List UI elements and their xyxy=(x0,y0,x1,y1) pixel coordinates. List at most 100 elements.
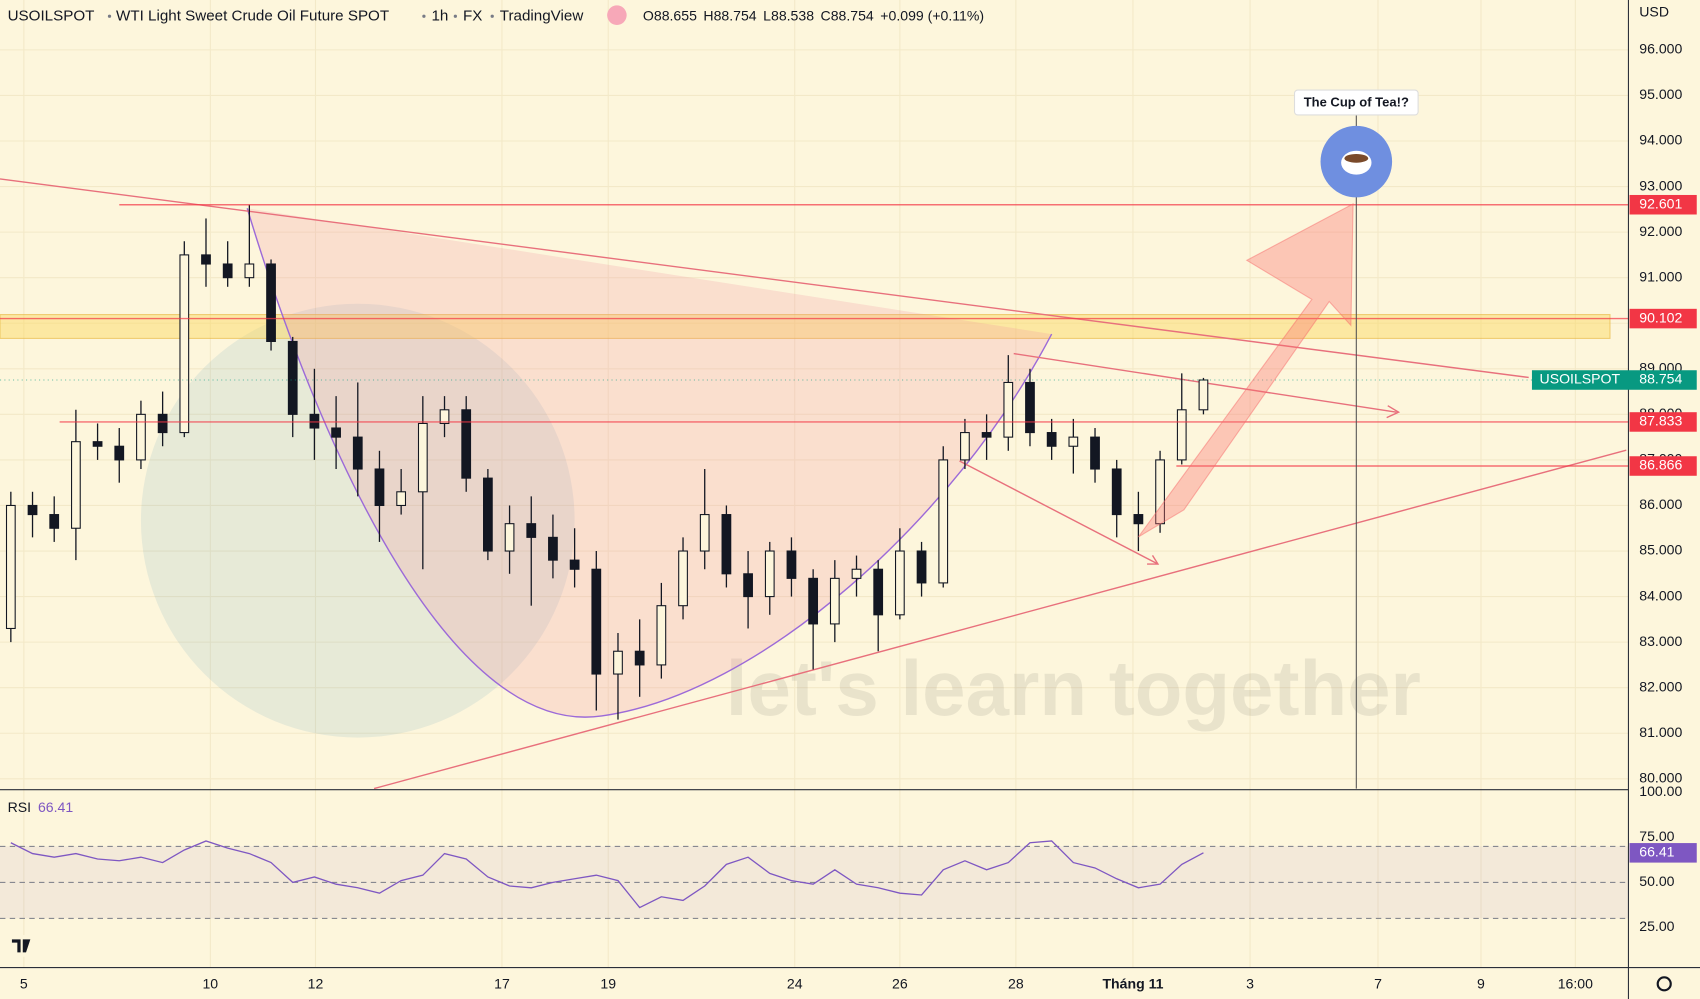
candle-body xyxy=(808,577,819,625)
ohlc-value: 88.754 xyxy=(714,7,757,23)
interval: 1h xyxy=(432,7,449,24)
candle-body xyxy=(1176,409,1187,461)
trendline xyxy=(959,460,1159,565)
cup-curve xyxy=(246,208,1053,718)
exchange: FX xyxy=(463,7,482,24)
ohlc-label: L xyxy=(763,7,771,23)
separator xyxy=(422,14,426,18)
separator xyxy=(107,14,112,18)
marks xyxy=(0,204,1629,919)
candle-body xyxy=(504,523,515,552)
candle-body xyxy=(981,432,992,438)
last-symbol: USOILSPOT xyxy=(1540,371,1621,387)
candle-body xyxy=(287,340,298,415)
settings-icon[interactable] xyxy=(1656,976,1672,992)
ohlc-label: C xyxy=(821,7,831,23)
candle-body xyxy=(1046,432,1057,447)
rsi-tick-label: 50.00 xyxy=(1639,873,1674,889)
arrow-head xyxy=(1386,405,1401,419)
arrow-head xyxy=(1147,554,1160,565)
y-tick-label: 96.000 xyxy=(1639,41,1682,57)
candle-body xyxy=(396,491,407,507)
candle-body xyxy=(439,409,450,425)
last-price-box xyxy=(1531,370,1697,390)
x-tick-label: 12 xyxy=(308,976,324,992)
x-tick-label: Tháng 11 xyxy=(1102,976,1163,992)
price-axis xyxy=(1628,0,1700,999)
level-label-box xyxy=(1629,456,1697,476)
x-tick-label: 5 xyxy=(20,976,28,992)
candle-body xyxy=(786,550,797,579)
candle-body xyxy=(1133,514,1144,525)
cup-area xyxy=(247,208,1052,718)
candle-body xyxy=(591,568,602,675)
candle-body xyxy=(114,445,125,461)
rsi-value: 66.41 xyxy=(38,799,73,815)
candle-body xyxy=(851,568,862,579)
candle-body xyxy=(71,441,81,529)
y-tick-label: 92.000 xyxy=(1639,223,1682,239)
watermark-text: let's learn together xyxy=(726,644,1421,732)
source: TradingView xyxy=(500,7,584,24)
annotation-text: The Cup of Tea!? xyxy=(1304,94,1409,109)
candle-body xyxy=(179,254,190,434)
change: +0.099 (+0.11%) xyxy=(880,7,984,23)
x-tick-label: 28 xyxy=(1008,976,1024,992)
rsi-value-label: 66.41 xyxy=(1639,844,1674,860)
candle-body xyxy=(829,577,840,625)
y-tick-label: 80.000 xyxy=(1639,770,1682,786)
y-tick-label: 86.000 xyxy=(1639,496,1682,512)
candle-body xyxy=(569,559,580,570)
candle-body xyxy=(894,550,905,616)
rsi-line xyxy=(10,840,1204,909)
cup-icon-tea xyxy=(1344,154,1369,163)
candle-body xyxy=(743,573,753,598)
candle-body xyxy=(1068,436,1079,447)
annotation-box xyxy=(1293,89,1419,116)
candle-body xyxy=(92,441,103,447)
trendline xyxy=(373,449,1627,790)
candle-body xyxy=(309,413,320,429)
ohlc-value: 88.754 xyxy=(831,7,874,23)
level-label: 87.833 xyxy=(1639,413,1682,429)
ohlc-value: 88.655 xyxy=(654,7,697,23)
time-axis xyxy=(0,967,1629,999)
y-tick-label: 94.000 xyxy=(1639,132,1682,148)
y-tick-label: 81.000 xyxy=(1639,724,1682,740)
last-price: 88.754 xyxy=(1639,371,1682,387)
candle-body xyxy=(266,263,276,342)
rsi-tick-label: 100.00 xyxy=(1639,783,1682,799)
currency: USD xyxy=(1639,4,1669,20)
separator xyxy=(490,14,494,18)
level-label-box xyxy=(1629,308,1697,329)
candle-body xyxy=(1198,379,1209,411)
x-tick-label: 19 xyxy=(600,976,616,992)
y-tick-label: 84.000 xyxy=(1639,587,1682,603)
y-tick-label: 93.000 xyxy=(1639,177,1682,193)
candle-body xyxy=(201,254,211,265)
candle-body xyxy=(764,550,775,598)
candle-body xyxy=(634,650,645,666)
rsi-title: RSI xyxy=(8,799,31,815)
candle-body xyxy=(49,514,60,529)
level-label-box xyxy=(1629,194,1697,215)
candle-body xyxy=(157,413,168,434)
candle-body xyxy=(960,432,970,461)
separator xyxy=(453,14,457,18)
candle-body xyxy=(548,536,558,561)
candle-body xyxy=(374,468,385,507)
candle-body xyxy=(656,605,667,666)
candle-body xyxy=(1025,381,1035,434)
header: USOILSPOT WTI Light Sweet Crude Oil Futu… xyxy=(8,5,984,25)
level-label: 86.866 xyxy=(1639,457,1682,473)
y-tick-label: 83.000 xyxy=(1639,633,1682,649)
candle-body xyxy=(5,504,16,630)
projection-arrow xyxy=(1137,203,1354,538)
rsi-tick-label: 75.00 xyxy=(1639,828,1674,844)
x-tick-label: 3 xyxy=(1246,976,1254,992)
trendline xyxy=(0,178,1529,379)
candle-body xyxy=(1003,381,1014,438)
instrument-name: WTI Light Sweet Crude Oil Future SPOT xyxy=(116,7,389,24)
y-tick-label: 95.000 xyxy=(1639,86,1682,102)
